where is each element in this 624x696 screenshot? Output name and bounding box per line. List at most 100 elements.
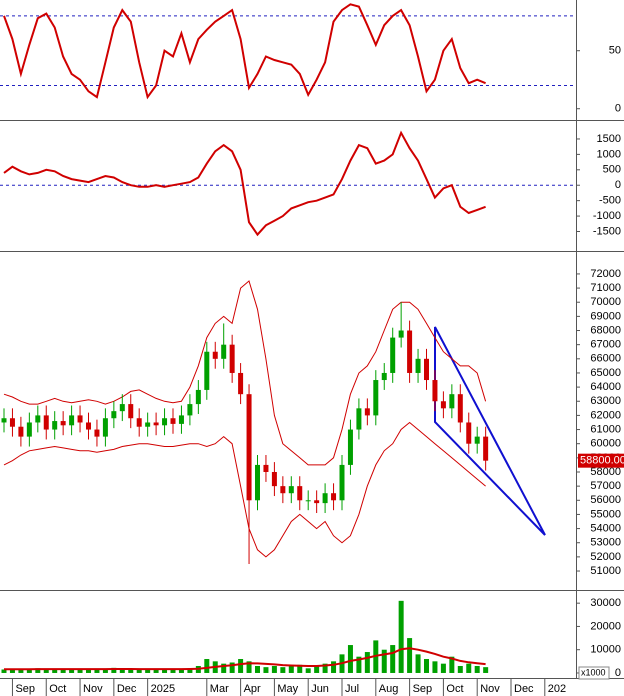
candle-body bbox=[204, 351, 210, 390]
candle-body bbox=[474, 436, 480, 444]
x-tick-label: 202 bbox=[548, 683, 566, 695]
candle-body bbox=[255, 464, 260, 501]
x-tick-label: Oct bbox=[49, 683, 66, 695]
volume-bar bbox=[102, 668, 108, 673]
candle-body bbox=[339, 464, 345, 501]
candle-body bbox=[69, 415, 75, 426]
y-tick-label: 0 bbox=[615, 667, 621, 679]
y-tick-label: 1500 bbox=[597, 133, 621, 145]
candle-body bbox=[60, 421, 66, 426]
x-tick-label: Oct bbox=[446, 683, 463, 695]
x-tick-label: Sep bbox=[15, 683, 35, 695]
candle-body bbox=[280, 486, 286, 494]
volume-bar bbox=[246, 661, 252, 673]
candle-body bbox=[94, 429, 100, 437]
volume-bar bbox=[331, 661, 337, 673]
x-tick-label: May bbox=[277, 683, 298, 695]
y-tick-label: 66000 bbox=[590, 353, 621, 365]
volume-bar bbox=[424, 659, 429, 673]
candle-body bbox=[263, 464, 269, 472]
volume-bar bbox=[347, 645, 353, 673]
candle-body bbox=[52, 421, 58, 430]
volume-bar bbox=[390, 645, 396, 673]
volume-bar bbox=[35, 668, 41, 673]
volume-bar bbox=[229, 662, 235, 673]
volume-bar bbox=[483, 667, 489, 673]
y-tick-label: 64000 bbox=[590, 381, 621, 393]
volume-bar bbox=[322, 663, 328, 673]
volume-bar bbox=[297, 664, 303, 673]
indicator-line bbox=[3, 3, 486, 100]
volume-bar bbox=[356, 656, 362, 673]
indicator-line bbox=[3, 130, 486, 237]
volume-bar bbox=[52, 669, 58, 673]
y-tick-label: 67000 bbox=[590, 339, 621, 351]
volume-bar bbox=[162, 669, 168, 673]
candle-body bbox=[221, 344, 227, 359]
candle-body bbox=[390, 337, 396, 373]
candle-body bbox=[364, 408, 370, 416]
volume-bar bbox=[407, 638, 413, 673]
volume-bar bbox=[263, 667, 269, 673]
x-tick-label: Nov bbox=[83, 683, 103, 695]
volume-bar bbox=[255, 665, 260, 673]
volume-bar bbox=[398, 600, 404, 673]
volume-bar bbox=[136, 669, 142, 673]
candle-body bbox=[407, 330, 413, 373]
x-tick-label: Jun bbox=[311, 683, 329, 695]
y-tick-label: 57000 bbox=[590, 480, 621, 492]
y-tick-label: 52000 bbox=[590, 551, 621, 563]
candle-body bbox=[187, 404, 193, 416]
y-tick-label: 61000 bbox=[590, 423, 621, 435]
volume-bar bbox=[364, 652, 370, 673]
volume-bar bbox=[153, 669, 159, 673]
volume-bar bbox=[466, 663, 472, 673]
volume-bar bbox=[288, 665, 294, 673]
candle-body bbox=[432, 380, 438, 402]
y-tick-label: 62000 bbox=[590, 409, 621, 421]
x-tick-label: Jul bbox=[345, 683, 359, 695]
y-tick-label: 70000 bbox=[590, 296, 621, 308]
y-tick-label: 0 bbox=[615, 179, 621, 191]
frame bbox=[0, 0, 624, 679]
candle-body bbox=[398, 330, 404, 338]
volume-bar bbox=[432, 661, 438, 673]
volume-bar bbox=[415, 654, 421, 673]
candle-body bbox=[297, 486, 303, 501]
price-tag: 58800.00 bbox=[578, 453, 624, 468]
candle-body bbox=[145, 422, 151, 427]
volume-bar bbox=[238, 659, 244, 673]
volume-bar bbox=[440, 663, 446, 673]
volume-bar bbox=[60, 669, 66, 673]
y-tick-label: 71000 bbox=[590, 282, 621, 294]
candle-body bbox=[162, 418, 168, 426]
y-tick-label: 53000 bbox=[590, 537, 621, 549]
volume-bar bbox=[86, 669, 91, 673]
volume-bar bbox=[111, 667, 117, 673]
volume-bar bbox=[305, 668, 311, 673]
volume-bar bbox=[280, 667, 286, 673]
upper-band bbox=[3, 280, 487, 466]
volume-bar bbox=[26, 669, 32, 673]
y-tick-label: 500 bbox=[603, 164, 621, 176]
volume-bar bbox=[43, 669, 49, 673]
candle-body bbox=[288, 486, 294, 494]
candle-body bbox=[43, 415, 49, 430]
price-tag-box bbox=[578, 453, 624, 468]
candle-body bbox=[322, 493, 328, 504]
x-tick-label: Apr bbox=[244, 683, 261, 695]
volume-bar bbox=[457, 665, 463, 673]
volume-bar bbox=[69, 669, 75, 673]
volume-bar bbox=[449, 656, 455, 673]
x-tick-label: Dec bbox=[117, 683, 137, 695]
candle-body bbox=[440, 401, 446, 409]
volume-bar bbox=[145, 669, 151, 673]
candle-body bbox=[1, 418, 7, 423]
volume-bar bbox=[187, 668, 193, 673]
y-tick-label: -500 bbox=[599, 195, 621, 207]
candle-body bbox=[111, 411, 117, 419]
candle-body bbox=[26, 422, 32, 437]
y-tick-label: 56000 bbox=[590, 494, 621, 506]
candle-body bbox=[331, 493, 337, 501]
